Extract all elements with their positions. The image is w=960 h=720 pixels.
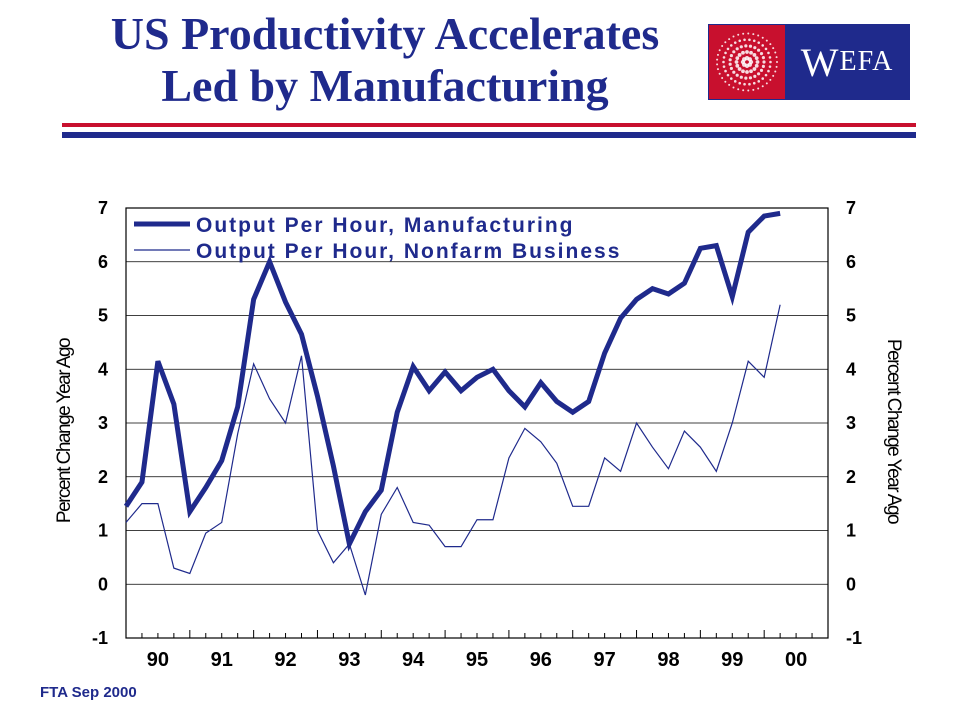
legend-label: Output Per Hour, Nonfarm Business bbox=[196, 240, 621, 263]
y-tick-label-right: 0 bbox=[846, 574, 856, 594]
page-title: US Productivity Accelerates Led by Manuf… bbox=[40, 8, 730, 112]
y-axis-label-right: Percent Change Year Ago bbox=[883, 339, 904, 524]
y-tick-label-right: 1 bbox=[846, 521, 856, 541]
x-tick-label: 96 bbox=[530, 649, 552, 671]
series-line-manufacturing bbox=[123, 210, 781, 552]
x-tick-label: 97 bbox=[594, 649, 616, 671]
logo-wordmark: W EFA bbox=[785, 25, 909, 99]
legend-label: Output Per Hour, Manufacturing bbox=[196, 214, 575, 237]
series-line-nonfarm-business bbox=[125, 304, 781, 596]
wefa-logo: W EFA bbox=[708, 24, 910, 100]
title-line-2: Led by Manufacturing bbox=[161, 60, 609, 111]
y-tick-label-left: 7 bbox=[98, 198, 108, 218]
y-tick-label-right: 7 bbox=[846, 198, 856, 218]
y-axis-label-left: Percent Change Year Ago bbox=[54, 338, 75, 523]
y-tick-label-left: 6 bbox=[98, 252, 108, 272]
dotted-globe-icon bbox=[709, 25, 785, 99]
header-rule-red bbox=[62, 123, 916, 127]
y-tick-label-left: 3 bbox=[98, 413, 108, 433]
logo-text-small: EFA bbox=[839, 46, 894, 77]
x-tick-label: 00 bbox=[785, 649, 807, 671]
y-tick-label-left: 4 bbox=[98, 359, 108, 379]
x-tick-label: 99 bbox=[721, 649, 743, 671]
y-tick-label-right: 4 bbox=[846, 359, 856, 379]
y-tick-label-right: 5 bbox=[846, 306, 856, 326]
logo-text-big: W bbox=[800, 39, 840, 85]
y-tick-label-left: 2 bbox=[98, 467, 108, 487]
x-tick-label: 94 bbox=[402, 649, 425, 671]
footer-text: FTA Sep 2000 bbox=[40, 684, 137, 701]
x-tick-label: 91 bbox=[211, 649, 233, 671]
y-tick-label-left: 1 bbox=[98, 521, 108, 541]
y-tick-label-right: 3 bbox=[846, 413, 856, 433]
x-tick-label: 95 bbox=[466, 649, 488, 671]
y-tick-label-left: 5 bbox=[98, 306, 108, 326]
title-line-1: US Productivity Accelerates bbox=[110, 8, 660, 59]
y-tick-label-left: 0 bbox=[98, 574, 108, 594]
header-rule-blue bbox=[62, 132, 916, 138]
x-tick-label: 92 bbox=[274, 649, 296, 671]
y-tick-label-right: -1 bbox=[846, 628, 862, 648]
y-tick-label-left: -1 bbox=[92, 628, 108, 648]
x-tick-label: 90 bbox=[147, 649, 169, 671]
x-tick-label: 98 bbox=[657, 649, 679, 671]
y-tick-label-right: 6 bbox=[846, 252, 856, 272]
x-tick-label: 93 bbox=[338, 649, 360, 671]
y-tick-label-right: 2 bbox=[846, 467, 856, 487]
